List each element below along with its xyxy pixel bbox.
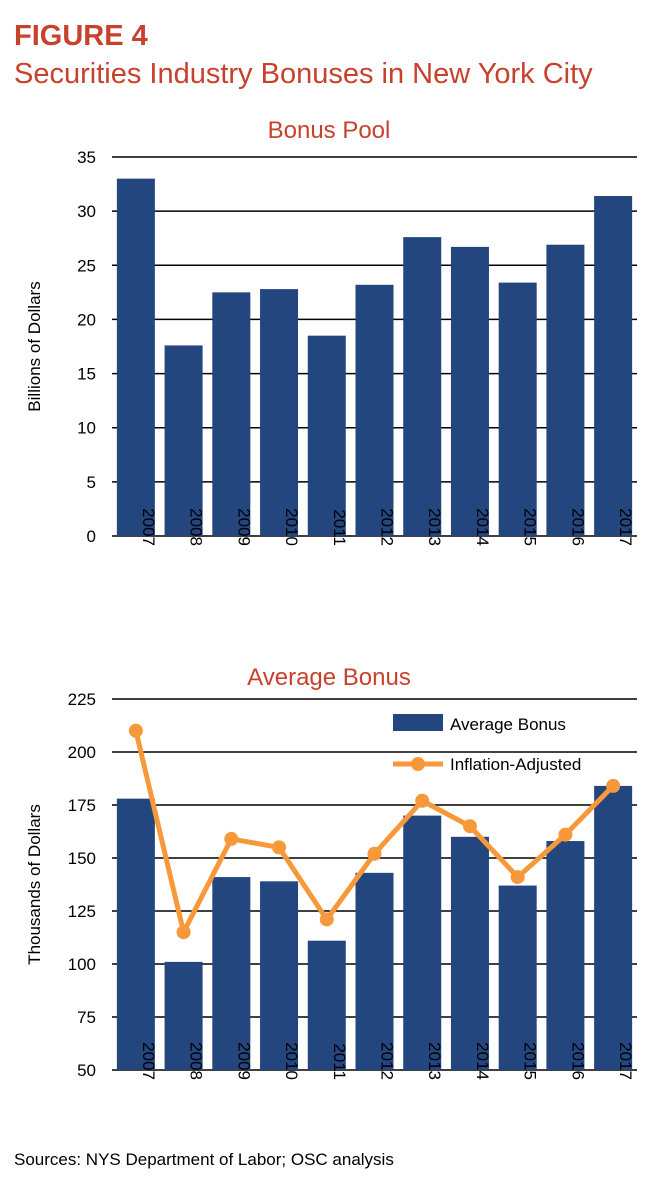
y-tick-label: 200 <box>68 743 96 762</box>
y-tick-label: 35 <box>77 148 96 167</box>
bar-2013 <box>403 815 442 1070</box>
x-tick-label: 2011 <box>330 509 349 546</box>
legend-label-inflation-adjusted: Inflation-Adjusted <box>450 755 581 774</box>
x-tick-label: 2010 <box>282 1042 301 1080</box>
line-point-2007 <box>128 723 143 738</box>
bar-2007 <box>116 798 155 1070</box>
y-tick-label: 20 <box>77 310 96 329</box>
x-tick-label: 2017 <box>616 508 635 546</box>
legend-label-average-bonus: Average Bonus <box>450 715 566 734</box>
y-tick-label: 225 <box>68 690 96 709</box>
bar-2017 <box>594 785 633 1070</box>
figure-label: FIGURE 4 <box>14 20 148 52</box>
chart-title: Average Bonus <box>247 664 411 691</box>
bar-2007 <box>116 178 155 536</box>
x-tick-label: 2014 <box>473 508 492 546</box>
y-tick-label: 50 <box>77 1061 96 1080</box>
bar-2015 <box>498 885 537 1070</box>
bar-2008 <box>164 961 203 1070</box>
x-tick-label: 2015 <box>521 1042 540 1080</box>
y-tick-label: 175 <box>68 796 96 815</box>
x-tick-label: 2009 <box>234 508 253 546</box>
line-point-2008 <box>176 925 191 940</box>
x-tick-label: 2016 <box>568 508 587 546</box>
line-point-2015 <box>510 870 525 885</box>
y-tick-label: 0 <box>87 527 96 546</box>
chart-title: Bonus Pool <box>268 117 391 144</box>
y-tick-label: 10 <box>77 419 96 438</box>
bar-2011 <box>307 940 346 1070</box>
bar-2016 <box>546 244 585 536</box>
bar-2009 <box>212 877 251 1070</box>
y-tick-label: 100 <box>68 955 96 974</box>
y-axis-label: Thousands of Dollars <box>25 804 44 965</box>
x-tick-label: 2009 <box>234 1042 253 1080</box>
x-tick-label: 2007 <box>139 1042 158 1080</box>
bar-2012 <box>355 284 394 536</box>
y-tick-label: 125 <box>68 902 96 921</box>
bar-2014 <box>450 836 489 1070</box>
y-axis-label: Billions of Dollars <box>25 281 44 411</box>
y-tick-label: 150 <box>68 849 96 868</box>
y-tick-label: 30 <box>77 202 96 221</box>
legend-bar-swatch <box>393 714 443 731</box>
y-tick-label: 75 <box>77 1008 96 1027</box>
bar-2017 <box>594 195 633 536</box>
line-point-2011 <box>319 912 334 927</box>
line-point-2009 <box>224 831 239 846</box>
figure-title: Securities Industry Bonuses in New York … <box>14 58 593 90</box>
source-note: Sources: NYS Department of Labor; OSC an… <box>14 1150 394 1169</box>
line-point-2012 <box>367 846 382 861</box>
x-tick-label: 2008 <box>187 1042 206 1080</box>
x-tick-label: 2012 <box>378 508 397 546</box>
bar-2010 <box>260 881 299 1070</box>
line-point-2017 <box>606 778 621 793</box>
line-point-2016 <box>558 827 573 842</box>
line-point-2013 <box>415 793 430 808</box>
y-tick-label: 15 <box>77 365 96 384</box>
bar-2013 <box>403 237 442 536</box>
x-tick-label: 2016 <box>568 1042 587 1080</box>
x-tick-label: 2010 <box>282 508 301 546</box>
x-tick-label: 2013 <box>425 1042 444 1080</box>
bar-2015 <box>498 282 537 536</box>
y-tick-label: 5 <box>87 473 96 492</box>
bar-2009 <box>212 292 251 536</box>
bar-2016 <box>546 841 585 1070</box>
x-tick-label: 2013 <box>425 508 444 546</box>
x-tick-label: 2007 <box>139 508 158 546</box>
x-tick-label: 2015 <box>521 508 540 546</box>
bar-2008 <box>164 345 203 536</box>
line-point-2014 <box>462 819 477 834</box>
x-tick-label: 2011 <box>330 1043 349 1080</box>
bar-2012 <box>355 872 394 1070</box>
bar-2014 <box>450 246 489 536</box>
x-tick-label: 2017 <box>616 1042 635 1080</box>
legend-line-marker <box>411 757 425 771</box>
line-point-2010 <box>272 840 287 855</box>
x-tick-label: 2008 <box>187 508 206 546</box>
y-tick-label: 25 <box>77 256 96 275</box>
bar-2010 <box>260 289 299 536</box>
average-bonus-chart: Average Bonus 50 75 100 125 150 175 200 225 Thous… <box>25 664 637 1080</box>
bar-2011 <box>307 335 346 536</box>
bonus-pool-chart: Bonus Pool 0 5 10 15 20 25 30 35 Billions of Doll… <box>25 117 637 546</box>
x-tick-label: 2014 <box>473 1042 492 1080</box>
x-tick-label: 2012 <box>378 1042 397 1080</box>
